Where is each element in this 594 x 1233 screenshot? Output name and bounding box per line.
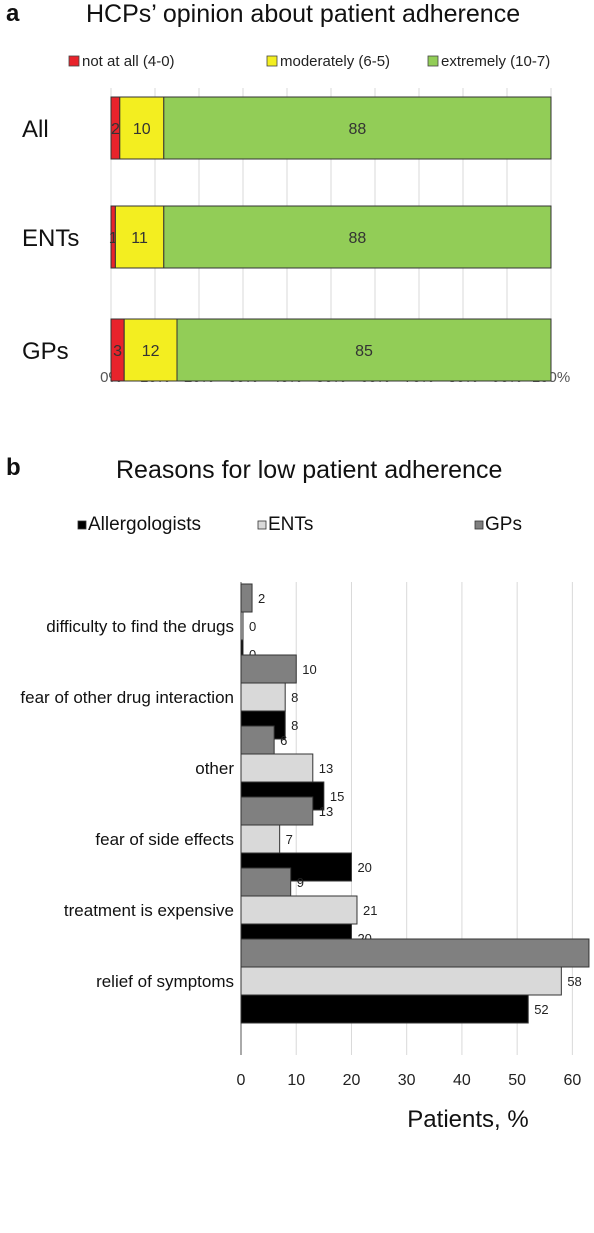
bar-gps-moderately-6-5	[123, 318, 178, 382]
legend-swatch-extremely-10-7	[427, 55, 439, 67]
bar-gps-extremely-10-7	[176, 318, 552, 382]
bar-relief-of-symptoms-gps	[240, 938, 590, 968]
category-label-treatment-is-expensive: treatment is expensive	[64, 901, 234, 920]
category-label-difficulty-to-find-the-drugs: difficulty to find the drugs	[46, 617, 234, 636]
legend-label-ents: ENTs	[268, 514, 313, 535]
data-label: 2	[111, 121, 120, 138]
data-label: 7	[286, 832, 293, 847]
legend-label-moderately-6-5: moderately (6-5)	[280, 53, 390, 70]
panel-b-letter: b	[6, 454, 21, 481]
bar-fear-of-side-effects-gps	[240, 796, 314, 826]
data-label: 88	[349, 121, 367, 138]
bar-difficulty-to-find-the-drugs-ents	[240, 611, 244, 641]
chart-a-title: HCPs’ opinion about patient adherence	[86, 0, 521, 28]
data-label: 12	[142, 343, 160, 360]
bar-difficulty-to-find-the-drugs-gps	[240, 583, 253, 613]
bar-treatment-is-expensive-gps	[240, 867, 292, 897]
data-label: 85	[355, 343, 373, 360]
data-label: 3	[113, 343, 122, 360]
data-label: 13	[319, 804, 333, 819]
x-axis-label: Patients, %	[407, 1106, 528, 1133]
data-label: 0	[249, 619, 256, 634]
panel-a-letter: a	[6, 0, 20, 27]
category-label-relief-of-symptoms: relief of symptoms	[96, 972, 234, 991]
category-label-ents: ENTs	[22, 225, 79, 252]
legend-swatch-gps	[474, 520, 484, 530]
data-label: 10	[302, 662, 316, 677]
x-tick-label: 40	[453, 1072, 471, 1089]
legend-label-not-at-all-4-0: not at all (4-0)	[82, 53, 175, 70]
bar-relief-of-symptoms-allergologists	[240, 994, 529, 1024]
data-label: 20	[357, 860, 371, 875]
legend-swatch-not-at-all-4-0	[68, 55, 80, 67]
x-tick-label: 50	[508, 1072, 526, 1089]
bar-other-gps	[240, 725, 275, 755]
data-label: 9	[297, 875, 304, 890]
data-label: 13	[319, 761, 333, 776]
legend-swatch-moderately-6-5	[266, 55, 278, 67]
bar-ents-extremely-10-7	[163, 205, 552, 269]
data-label: 58	[567, 974, 581, 989]
legend-label-allergologists: Allergologists	[88, 514, 201, 535]
category-label-other: other	[195, 759, 234, 778]
x-tick-label: 30	[398, 1072, 416, 1089]
bar-all-extremely-10-7	[163, 96, 552, 160]
bar-all-moderately-6-5	[119, 96, 165, 160]
category-label-gps: GPs	[22, 338, 69, 365]
data-label: 2	[258, 591, 265, 606]
bar-other-ents	[240, 753, 314, 783]
data-label: 88	[349, 230, 367, 247]
data-label: 6	[280, 733, 287, 748]
category-label-fear-of-side-effects: fear of side effects	[95, 830, 234, 849]
data-label: 15	[330, 789, 344, 804]
bar-treatment-is-expensive-ents	[240, 895, 358, 925]
legend-swatch-allergologists	[77, 520, 87, 530]
bar-fear-of-side-effects-ents	[240, 824, 281, 854]
bar-relief-of-symptoms-ents	[240, 966, 562, 996]
data-label: 8	[291, 690, 298, 705]
x-tick-label: 10	[287, 1072, 305, 1089]
data-label: 10	[133, 121, 151, 138]
data-label: 1	[109, 230, 118, 247]
bar-fear-of-other-drug-interaction-gps	[240, 654, 297, 684]
x-tick-label: 60	[563, 1072, 581, 1089]
chart-a: not at all (4-0) moderately (6-5) extremel…	[22, 53, 570, 386]
category-label-fear-of-other-drug-interaction: fear of other drug interaction	[20, 688, 234, 707]
bar-ents-moderately-6-5	[114, 205, 165, 269]
bar-fear-of-side-effects-allergologists	[240, 852, 352, 882]
legend-label-gps: GPs	[485, 514, 522, 535]
category-label-all: All	[22, 116, 49, 143]
data-label: 8	[291, 718, 298, 733]
x-tick-label: 0	[237, 1072, 246, 1089]
data-label: 11	[131, 230, 148, 247]
data-label: 21	[363, 903, 377, 918]
x-tick-label: 20	[343, 1072, 361, 1089]
data-label: 52	[534, 1002, 548, 1017]
legend-swatch-ents	[257, 520, 267, 530]
bar-fear-of-other-drug-interaction-ents	[240, 682, 286, 712]
legend-label-extremely-10-7: extremely (10-7)	[441, 53, 550, 70]
chart-b-title: Reasons for low patient adherence	[116, 456, 503, 484]
